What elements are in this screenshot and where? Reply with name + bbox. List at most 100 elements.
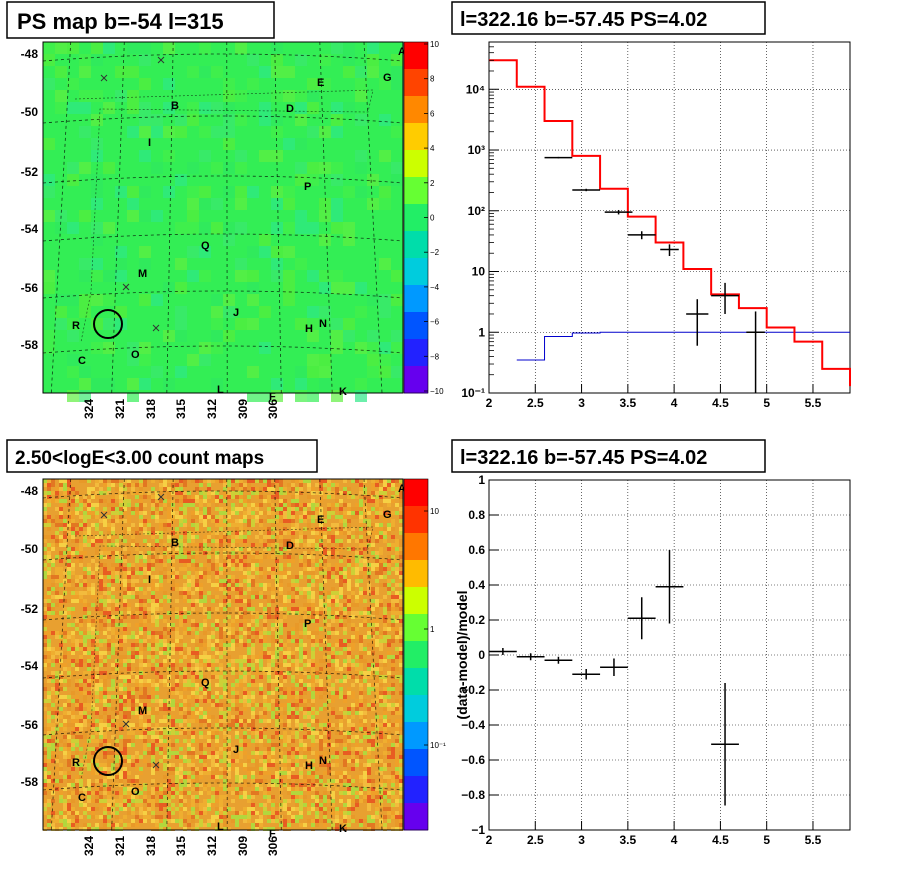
colorbar-segment xyxy=(404,479,428,507)
colorbar-segment xyxy=(404,776,428,804)
colorbar-segment xyxy=(404,123,428,151)
latitude-line xyxy=(42,290,404,299)
spectrum-title: l=322.16 b=-57.45 PS=4.02 xyxy=(460,9,707,31)
x-tick-label: 2 xyxy=(486,833,493,847)
y-tick-label: 1 xyxy=(478,473,485,487)
longitude-line xyxy=(274,41,282,394)
longitude-tick-label: 306 xyxy=(266,836,280,856)
longitude-line xyxy=(50,41,72,394)
spectrum-panel: 2 2.5 3 3.5 4 4.5 5 5.5 10⁻¹ 1 10 10² 10³ 10⁴ xyxy=(461,41,851,410)
residual-title: l=322.16 b=-57.45 PS=4.02 xyxy=(460,447,707,469)
y-tick-label: 10² xyxy=(468,204,485,218)
longitude-tick-label: 321 xyxy=(113,399,127,419)
source-model-histogram xyxy=(516,331,850,361)
region-label-b: B xyxy=(171,537,179,549)
source-cross-marker xyxy=(157,56,165,64)
longitude-line xyxy=(319,41,333,394)
colorbar-segment xyxy=(404,560,428,588)
spectrum-data-point xyxy=(604,209,633,215)
y-tick-label: 10 xyxy=(472,265,486,279)
region-outline xyxy=(74,526,374,780)
residual-data-point xyxy=(489,648,517,655)
source-cross-marker xyxy=(100,74,108,82)
region-label-d: D xyxy=(286,540,294,552)
y-tick-label: −0.6 xyxy=(461,753,485,767)
residual-data-point xyxy=(516,653,545,661)
spectrum-data-point xyxy=(627,231,656,240)
ps-map-title: PS map b=-54 l=315 xyxy=(17,9,224,34)
region-label-k: K xyxy=(339,823,347,835)
region-label-c: C xyxy=(78,792,86,804)
latitude-line xyxy=(42,115,404,124)
count-map-markers: A B C D E G H I J K L F M N O P Q R xyxy=(72,483,406,840)
residual-data-point xyxy=(600,658,628,676)
colorbar-segment xyxy=(404,614,428,642)
spectrum-data-point xyxy=(660,244,679,257)
x-tick-label: 4.5 xyxy=(712,833,729,847)
colorbar-tick-label: −10 xyxy=(430,387,444,396)
residual-data-point xyxy=(572,669,601,680)
residual-panel: 2 2.5 3 3.5 4 4.5 5 5.5 −1 −0.8 −0.6 −0.4 −0.2 0 0.2 0.… xyxy=(454,473,851,847)
region-label-h: H xyxy=(305,760,313,772)
colorbar-tick-label: −6 xyxy=(430,318,440,327)
region-label-l: L xyxy=(217,821,224,833)
target-source-circle xyxy=(93,309,123,339)
latitude-line xyxy=(42,552,404,561)
colorbar-segment xyxy=(404,506,428,534)
x-tick-label: 4.5 xyxy=(712,396,729,410)
region-outline xyxy=(74,89,374,343)
latitude-line xyxy=(42,612,404,621)
ps-map-axes: -48 -50 -52 -54 -56 -58 324 321 318 315 312 309 306 xyxy=(21,47,280,419)
residual-title-box: l=322.16 b=-57.45 PS=4.02 xyxy=(451,439,766,473)
longitude-tick-label: 324 xyxy=(82,399,96,419)
x-tick-label: 4 xyxy=(671,833,678,847)
count-map-texture xyxy=(43,479,403,831)
spectrum-data-point xyxy=(572,188,601,192)
region-label-r: R xyxy=(72,757,80,769)
residual-data-point xyxy=(655,550,684,624)
x-tick-label: 2.5 xyxy=(527,833,544,847)
region-label-p: P xyxy=(304,618,311,630)
x-tick-label: 3.5 xyxy=(620,396,637,410)
colorbar-tick-label: −4 xyxy=(430,283,440,292)
colorbar-tick-label: 8 xyxy=(430,75,435,84)
ps-map-coordinate-grid xyxy=(42,41,404,394)
ps-map-title-box: PS map b=-54 l=315 xyxy=(6,1,275,39)
region-label-m: M xyxy=(138,268,147,280)
colorbar-segment xyxy=(404,587,428,615)
y-tick-label: 0.2 xyxy=(468,613,485,627)
region-label-m: M xyxy=(138,705,147,717)
x-tick-label: 5.5 xyxy=(805,396,822,410)
region-label-n: N xyxy=(319,755,327,767)
latitude-tick-label: -52 xyxy=(21,602,39,616)
y-tick-label: 10³ xyxy=(468,143,485,157)
latitude-line xyxy=(42,175,404,184)
region-label-f: F xyxy=(269,391,276,403)
spectrum-data-points xyxy=(544,156,765,393)
colorbar-tick-label: 10⁻¹ xyxy=(430,741,446,750)
colorbar-tick-label: −2 xyxy=(430,248,440,257)
count-map-title: 2.50<logE<3.00 count maps xyxy=(15,448,264,469)
longitude-tick-label: 312 xyxy=(205,836,219,856)
y-tick-label: 0.8 xyxy=(468,508,485,522)
region-label-l: L xyxy=(217,384,224,396)
region-label-c: C xyxy=(78,355,86,367)
colorbar-segment xyxy=(404,533,428,561)
colorbar-segment xyxy=(404,749,428,777)
latitude-tick-label: -52 xyxy=(21,165,39,179)
region-label-a: A xyxy=(398,46,406,58)
count-map-axes: -48 -50 -52 -54 -56 -58 324 321 318 315 312 309 306 xyxy=(21,484,280,856)
residual-grid xyxy=(488,479,850,831)
region-label-n: N xyxy=(319,318,327,330)
x-tick-label: 3.5 xyxy=(620,833,637,847)
colorbar-segment xyxy=(404,69,428,97)
spectrum-title-box: l=322.16 b=-57.45 PS=4.02 xyxy=(451,1,766,35)
region-label-e: E xyxy=(317,514,324,526)
colorbar-segment xyxy=(404,803,428,831)
region-label-h: H xyxy=(305,323,313,335)
spectrum-data-point xyxy=(544,156,573,159)
spectrum-models xyxy=(489,59,851,387)
y-tick-label: 1 xyxy=(478,325,485,339)
